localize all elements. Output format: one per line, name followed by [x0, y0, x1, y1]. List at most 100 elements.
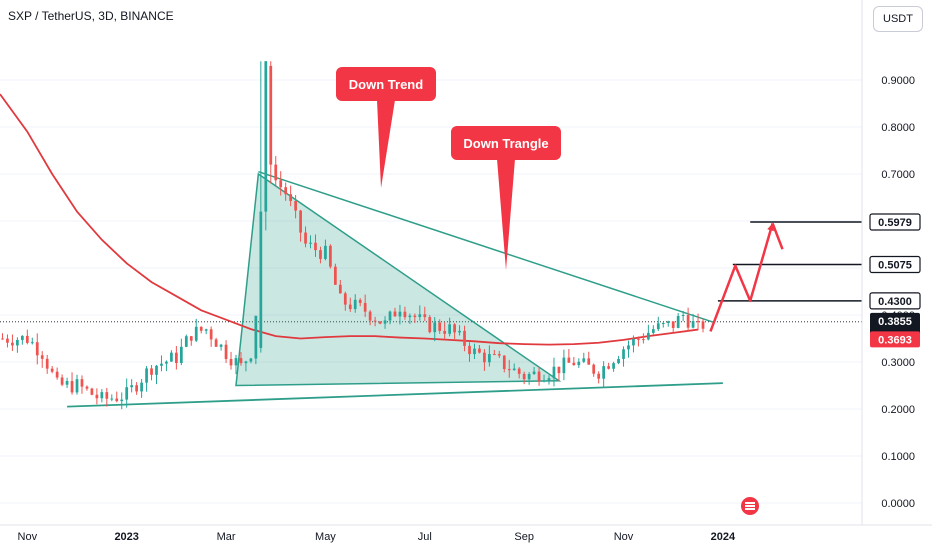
candle-body: [140, 382, 143, 392]
candle-body: [259, 211, 263, 348]
candle-body: [433, 322, 437, 333]
price-label-box: [870, 331, 920, 348]
x-tick-label: Nov: [614, 531, 634, 543]
candle-body: [363, 302, 367, 312]
candle-body: [651, 329, 655, 333]
price-label-box: [869, 213, 921, 231]
candle-body: [65, 381, 69, 385]
candle-body: [1, 338, 4, 340]
down-trend-label-box: [336, 67, 436, 101]
candle-body: [676, 316, 680, 328]
candle-body: [681, 315, 685, 317]
candle-body: [55, 371, 59, 378]
y-tick-label: 0.8000: [881, 122, 915, 134]
candle-body: [160, 363, 163, 366]
candle-body: [691, 321, 695, 328]
candle-body: [194, 326, 198, 341]
candle-body: [319, 250, 322, 259]
candle-body: [6, 338, 9, 343]
candle-body: [428, 317, 432, 333]
candle-body: [214, 339, 218, 347]
candle-body: [597, 373, 601, 379]
x-tick-label: Jul: [418, 531, 432, 543]
candle-body: [100, 392, 104, 399]
candle-body: [393, 311, 397, 317]
candle-body: [269, 65, 273, 165]
candle-body: [224, 344, 228, 360]
candle-body: [627, 345, 630, 350]
symbol-title: SXP / TetherUS, 3D, BINANCE: [8, 9, 174, 23]
candle-body: [388, 311, 392, 321]
candle-body: [492, 354, 496, 356]
candle-body: [582, 358, 586, 362]
candle-body: [378, 321, 382, 324]
candle-body: [488, 354, 491, 363]
candle-body: [324, 245, 327, 259]
candle-body: [592, 364, 596, 374]
candle-body: [25, 335, 29, 343]
candle-body: [80, 379, 84, 387]
candle-body: [239, 358, 243, 364]
candle-body: [150, 368, 153, 375]
candle-body: [532, 371, 536, 375]
candle-body: [189, 336, 193, 341]
candle-body: [199, 326, 203, 331]
y-tick-label: 0.9000: [881, 75, 915, 87]
candle-body: [40, 355, 44, 359]
candle-body: [642, 339, 645, 341]
y-tick-label: 0.1000: [881, 451, 915, 463]
candle-body: [418, 314, 422, 318]
candle-body: [473, 348, 476, 355]
candle-body: [552, 366, 556, 379]
candle-body: [299, 210, 302, 233]
candle-body: [165, 361, 168, 364]
candle-body: [294, 200, 297, 211]
x-tick-label: 2023: [114, 531, 138, 543]
candle-body: [274, 164, 278, 181]
candle-body: [398, 311, 402, 317]
candle-body: [309, 242, 312, 244]
tradingview-logo-icon: [741, 497, 759, 515]
price-label-text: 0.5979: [878, 217, 912, 229]
candle-body: [512, 368, 516, 371]
candle-body: [229, 359, 233, 366]
arrow-head: [767, 223, 774, 232]
candle-body: [304, 232, 307, 244]
candle-body: [408, 315, 412, 318]
candle-body: [85, 386, 89, 389]
projection-arrow-tail: [771, 222, 784, 250]
candle-body: [403, 311, 407, 318]
x-tick-label: Sep: [514, 531, 534, 543]
candle-body: [333, 266, 337, 285]
candle-body: [612, 363, 615, 369]
candle-body: [115, 398, 119, 402]
candle-body: [666, 321, 670, 323]
y-tick-label: 0.7000: [881, 169, 915, 181]
candle-body: [60, 377, 64, 385]
candle-body: [120, 399, 124, 402]
candle-body: [463, 330, 466, 346]
triangle-pattern: [235, 172, 562, 387]
support-trendline: [67, 382, 723, 408]
candle-body: [661, 322, 665, 324]
x-tick-label: May: [315, 531, 336, 543]
candle-body: [184, 336, 188, 347]
candle-body: [522, 373, 526, 380]
candle-body: [527, 374, 531, 380]
candle-body: [95, 394, 99, 399]
candle-body: [587, 358, 591, 365]
candle-body: [110, 398, 114, 400]
candle-body: [234, 358, 238, 366]
candle-body: [537, 371, 541, 382]
moving-average-line: [0, 93, 699, 346]
candle-body: [90, 388, 94, 395]
candle-body: [179, 346, 183, 363]
currency-button[interactable]: USDT: [873, 6, 923, 32]
candle-body: [383, 320, 387, 324]
candle-body: [175, 352, 178, 363]
candle-body: [264, 61, 268, 212]
candle-body: [468, 345, 471, 355]
candle-body: [617, 358, 620, 364]
candle-body: [20, 335, 24, 340]
